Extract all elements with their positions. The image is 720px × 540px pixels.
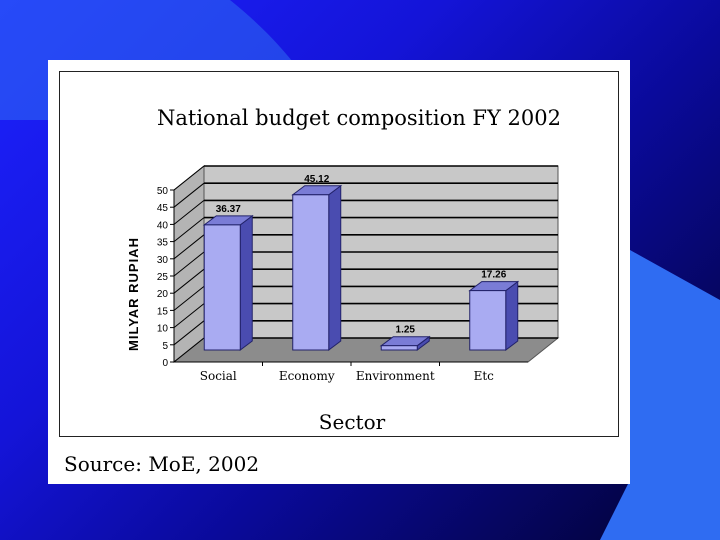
y-tick-label: 5 <box>162 341 168 352</box>
bar-side <box>239 214 253 351</box>
gridline-side <box>173 165 205 191</box>
y-tick-label: 35 <box>157 238 169 249</box>
y-tick-label: 0 <box>162 358 168 369</box>
y-tick-label: 45 <box>157 203 169 214</box>
bar-side <box>328 184 342 351</box>
x-tick-label: Economy <box>279 369 335 383</box>
x-tick-label: Social <box>200 369 237 383</box>
gridline-side <box>173 234 205 260</box>
gridline-side <box>173 251 205 277</box>
x-tick-label: Etc <box>474 369 495 383</box>
y-axis-label: MILYAR RUPIAH <box>126 237 141 351</box>
y-tick-label: 10 <box>157 324 169 335</box>
chart-frame: National budget composition FY 2002 0 5 10… <box>59 71 619 437</box>
bar <box>203 224 241 351</box>
data-label: 36.37 <box>216 204 241 215</box>
x-axis-label: Sector <box>319 410 386 434</box>
y-tick-label: 30 <box>157 255 169 266</box>
y-tick-label: 40 <box>157 220 169 231</box>
gridline-side <box>173 268 205 294</box>
gridline-side <box>173 182 205 208</box>
data-label: 1.25 <box>396 325 416 336</box>
gridline-side <box>173 286 205 311</box>
gridline-side <box>173 337 205 363</box>
slide-corner-shape <box>600 250 720 540</box>
y-tick-label: 25 <box>157 272 169 283</box>
data-label: 17.26 <box>481 270 506 281</box>
bar <box>292 194 330 351</box>
bar <box>469 290 507 351</box>
source-caption: Source: MoE, 2002 <box>64 452 260 476</box>
gridline-side <box>173 320 205 346</box>
x-tick-label: Environment <box>356 369 435 383</box>
gridline-side <box>173 217 205 242</box>
gridline-side <box>173 303 205 328</box>
data-label: 45.12 <box>304 174 329 185</box>
chart-title: National budget composition FY 2002 <box>157 106 561 130</box>
bar-side <box>505 280 519 351</box>
plot-area: 0 5 10 15 20 25 30 35 40 45 50 36.37 Social 45.12 Econ… <box>157 164 560 383</box>
y-tick-label: 50 <box>157 186 169 197</box>
bar-chart: National budget composition FY 2002 0 5 10… <box>126 106 561 434</box>
chart-card: National budget composition FY 2002 0 5 10… <box>48 60 630 484</box>
bar <box>380 345 418 351</box>
y-tick-label: 15 <box>157 306 169 317</box>
y-tick-label: 20 <box>157 289 169 300</box>
gridline-side <box>173 200 205 225</box>
